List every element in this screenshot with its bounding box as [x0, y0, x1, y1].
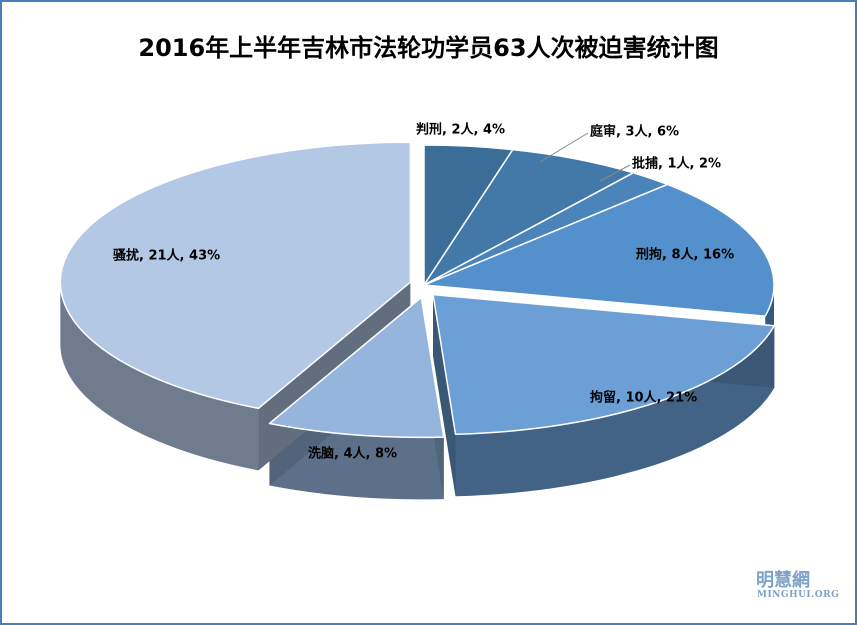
slice-label-洗脑: 洗脑, 4人, 8% — [308, 446, 397, 462]
slice-label-骚扰: 骚扰, 21人, 43% — [113, 248, 220, 264]
pie-wall-拘留 — [455, 325, 775, 497]
slice-label-刑拘: 刑拘, 8人, 16% — [636, 247, 734, 263]
slice-label-批捕: 批捕, 1人, 2% — [632, 156, 721, 172]
slice-label-拘留: 拘留, 10人, 21% — [590, 390, 697, 406]
pie-slice-庭审 — [423, 148, 635, 286]
leader-line-庭审 — [539, 132, 589, 163]
minghui-logo-english: MINGHUI.ORG — [757, 590, 840, 600]
slice-label-判刑: 判刑, 2人, 4% — [416, 122, 505, 138]
leader-lines — [539, 132, 631, 182]
chart-title: 2016年上半年吉林市法轮功学员63人次被迫害统计图 — [138, 34, 719, 62]
pie-cut-拘留 — [433, 294, 456, 497]
slice-label-庭审: 庭审, 3人, 6% — [590, 124, 679, 140]
leader-line-批捕 — [599, 164, 631, 182]
pie-slice-骚扰 — [59, 141, 412, 410]
minghui-logo-chinese: 明慧網 — [756, 570, 810, 591]
slice-labels: 判刑, 2人, 4% 庭审, 3人, 6% 批捕, 1人, 2% 刑拘, 8人, 16… — [113, 122, 734, 462]
pie-slice-刑拘 — [423, 183, 775, 317]
pie-slice-拘留 — [432, 293, 776, 436]
pie-slices — [59, 141, 776, 500]
pie-slice-洗脑 — [268, 296, 445, 439]
pie-wall-骚扰 — [60, 282, 259, 471]
